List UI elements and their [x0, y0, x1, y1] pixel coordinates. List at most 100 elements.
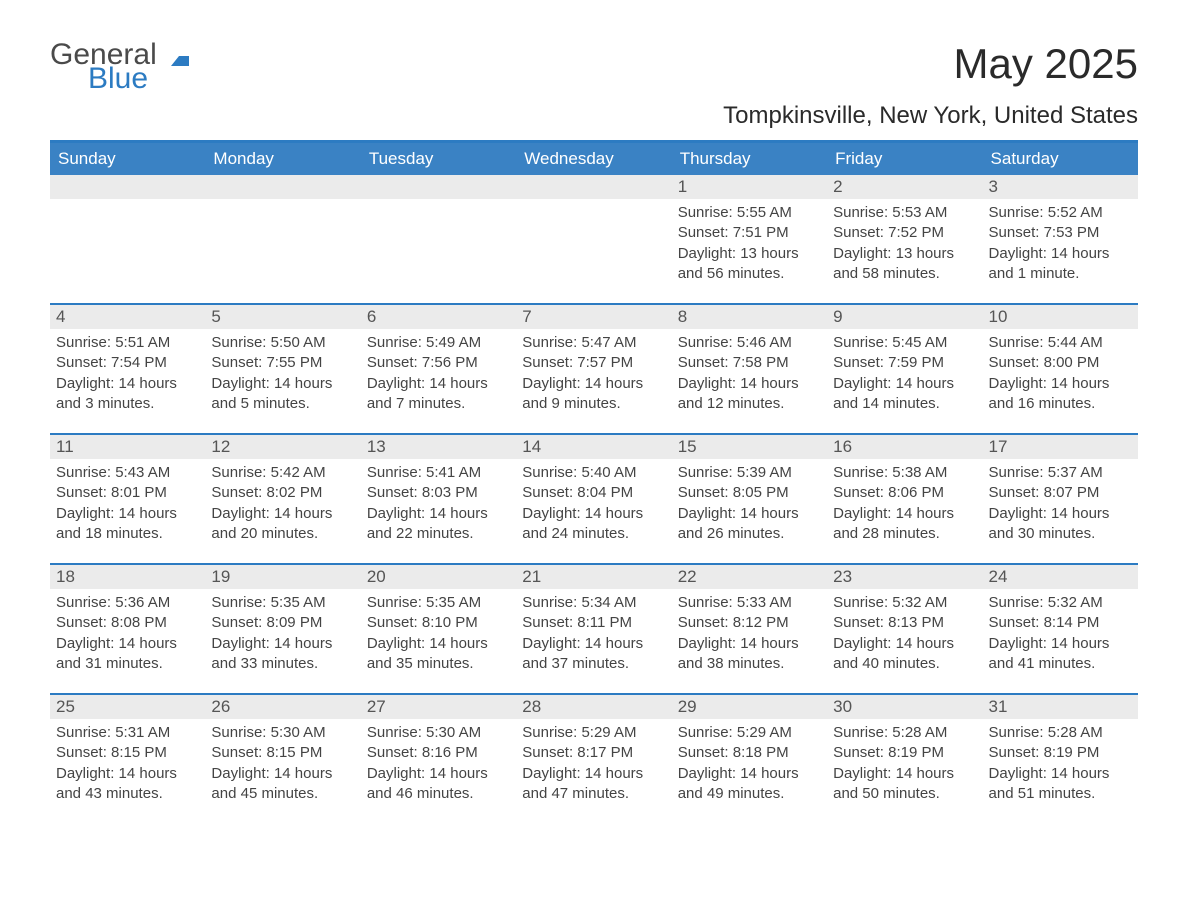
day-content: Sunrise: 5:52 AMSunset: 7:53 PMDaylight:… [983, 199, 1138, 292]
day-number: 15 [672, 435, 827, 459]
day-number: 4 [50, 305, 205, 329]
sunset-line: Sunset: 7:52 PM [833, 223, 976, 243]
sunset-line: Sunset: 8:16 PM [367, 743, 510, 763]
sunset-line: Sunset: 8:07 PM [989, 483, 1132, 503]
day-content: Sunrise: 5:29 AMSunset: 8:17 PMDaylight:… [516, 719, 671, 812]
sunset-line: Sunset: 8:11 PM [522, 613, 665, 633]
day-content: Sunrise: 5:31 AMSunset: 8:15 PMDaylight:… [50, 719, 205, 812]
day-content: Sunrise: 5:49 AMSunset: 7:56 PMDaylight:… [361, 329, 516, 422]
day-number: 21 [516, 565, 671, 589]
sunrise-line: Sunrise: 5:45 AM [833, 333, 976, 353]
sunrise-line: Sunrise: 5:34 AM [522, 593, 665, 613]
day-number: 31 [983, 695, 1138, 719]
calendar-day: 2Sunrise: 5:53 AMSunset: 7:52 PMDaylight… [827, 175, 982, 303]
day-content: Sunrise: 5:28 AMSunset: 8:19 PMDaylight:… [827, 719, 982, 812]
day-content: Sunrise: 5:50 AMSunset: 7:55 PMDaylight:… [205, 329, 360, 422]
daylight-line: Daylight: 14 hours and 22 minutes. [367, 504, 510, 545]
day-number: 27 [361, 695, 516, 719]
day-content: Sunrise: 5:46 AMSunset: 7:58 PMDaylight:… [672, 329, 827, 422]
daylight-line: Daylight: 14 hours and 30 minutes. [989, 504, 1132, 545]
sunset-line: Sunset: 7:55 PM [211, 353, 354, 373]
calendar-day: 5Sunrise: 5:50 AMSunset: 7:55 PMDaylight… [205, 305, 360, 433]
day-number [361, 175, 516, 199]
weekday-header: Wednesday [516, 143, 671, 175]
calendar-day: 26Sunrise: 5:30 AMSunset: 8:15 PMDayligh… [205, 695, 360, 823]
calendar-day: 30Sunrise: 5:28 AMSunset: 8:19 PMDayligh… [827, 695, 982, 823]
day-content: Sunrise: 5:32 AMSunset: 8:13 PMDaylight:… [827, 589, 982, 682]
calendar-day: 25Sunrise: 5:31 AMSunset: 8:15 PMDayligh… [50, 695, 205, 823]
sunrise-line: Sunrise: 5:42 AM [211, 463, 354, 483]
calendar-day: 13Sunrise: 5:41 AMSunset: 8:03 PMDayligh… [361, 435, 516, 563]
sunrise-line: Sunrise: 5:55 AM [678, 203, 821, 223]
daylight-line: Daylight: 14 hours and 47 minutes. [522, 764, 665, 805]
calendar-day: 22Sunrise: 5:33 AMSunset: 8:12 PMDayligh… [672, 565, 827, 693]
sunrise-line: Sunrise: 5:49 AM [367, 333, 510, 353]
day-content: Sunrise: 5:33 AMSunset: 8:12 PMDaylight:… [672, 589, 827, 682]
sunrise-line: Sunrise: 5:30 AM [367, 723, 510, 743]
sunset-line: Sunset: 8:04 PM [522, 483, 665, 503]
daylight-line: Daylight: 14 hours and 26 minutes. [678, 504, 821, 545]
sunrise-line: Sunrise: 5:51 AM [56, 333, 199, 353]
title-block: May 2025 [954, 40, 1138, 88]
daylight-line: Daylight: 14 hours and 41 minutes. [989, 634, 1132, 675]
sunrise-line: Sunrise: 5:28 AM [989, 723, 1132, 743]
day-content: Sunrise: 5:38 AMSunset: 8:06 PMDaylight:… [827, 459, 982, 552]
day-number: 3 [983, 175, 1138, 199]
calendar-day: 16Sunrise: 5:38 AMSunset: 8:06 PMDayligh… [827, 435, 982, 563]
day-content: Sunrise: 5:41 AMSunset: 8:03 PMDaylight:… [361, 459, 516, 552]
sunset-line: Sunset: 7:59 PM [833, 353, 976, 373]
day-number: 7 [516, 305, 671, 329]
day-number: 24 [983, 565, 1138, 589]
calendar-day: 31Sunrise: 5:28 AMSunset: 8:19 PMDayligh… [983, 695, 1138, 823]
day-number: 9 [827, 305, 982, 329]
daylight-line: Daylight: 14 hours and 33 minutes. [211, 634, 354, 675]
day-number: 6 [361, 305, 516, 329]
sunset-line: Sunset: 8:13 PM [833, 613, 976, 633]
location: Tompkinsville, New York, United States [50, 102, 1138, 130]
day-content: Sunrise: 5:39 AMSunset: 8:05 PMDaylight:… [672, 459, 827, 552]
daylight-line: Daylight: 14 hours and 14 minutes. [833, 374, 976, 415]
day-number: 16 [827, 435, 982, 459]
day-number: 2 [827, 175, 982, 199]
day-content: Sunrise: 5:34 AMSunset: 8:11 PMDaylight:… [516, 589, 671, 682]
calendar-week: 18Sunrise: 5:36 AMSunset: 8:08 PMDayligh… [50, 563, 1138, 693]
calendar-day: 15Sunrise: 5:39 AMSunset: 8:05 PMDayligh… [672, 435, 827, 563]
day-content: Sunrise: 5:29 AMSunset: 8:18 PMDaylight:… [672, 719, 827, 812]
day-number: 28 [516, 695, 671, 719]
calendar-day: 23Sunrise: 5:32 AMSunset: 8:13 PMDayligh… [827, 565, 982, 693]
daylight-line: Daylight: 14 hours and 9 minutes. [522, 374, 665, 415]
sunrise-line: Sunrise: 5:32 AM [833, 593, 976, 613]
daylight-line: Daylight: 14 hours and 40 minutes. [833, 634, 976, 675]
sunrise-line: Sunrise: 5:38 AM [833, 463, 976, 483]
sunset-line: Sunset: 8:15 PM [211, 743, 354, 763]
day-content: Sunrise: 5:28 AMSunset: 8:19 PMDaylight:… [983, 719, 1138, 812]
calendar-day: 27Sunrise: 5:30 AMSunset: 8:16 PMDayligh… [361, 695, 516, 823]
daylight-line: Daylight: 14 hours and 51 minutes. [989, 764, 1132, 805]
calendar-week: 4Sunrise: 5:51 AMSunset: 7:54 PMDaylight… [50, 303, 1138, 433]
day-number: 22 [672, 565, 827, 589]
sunrise-line: Sunrise: 5:35 AM [211, 593, 354, 613]
sunset-line: Sunset: 8:05 PM [678, 483, 821, 503]
daylight-line: Daylight: 14 hours and 49 minutes. [678, 764, 821, 805]
daylight-line: Daylight: 13 hours and 58 minutes. [833, 244, 976, 285]
calendar-day: 4Sunrise: 5:51 AMSunset: 7:54 PMDaylight… [50, 305, 205, 433]
weekday-header: Monday [205, 143, 360, 175]
brand-logo: General Blue [50, 40, 189, 94]
daylight-line: Daylight: 14 hours and 16 minutes. [989, 374, 1132, 415]
day-number: 25 [50, 695, 205, 719]
sunset-line: Sunset: 8:02 PM [211, 483, 354, 503]
sunrise-line: Sunrise: 5:44 AM [989, 333, 1132, 353]
daylight-line: Daylight: 14 hours and 43 minutes. [56, 764, 199, 805]
flag-icon [161, 46, 189, 64]
calendar-day: 8Sunrise: 5:46 AMSunset: 7:58 PMDaylight… [672, 305, 827, 433]
day-number: 10 [983, 305, 1138, 329]
day-content: Sunrise: 5:51 AMSunset: 7:54 PMDaylight:… [50, 329, 205, 422]
day-content: Sunrise: 5:55 AMSunset: 7:51 PMDaylight:… [672, 199, 827, 292]
sunrise-line: Sunrise: 5:35 AM [367, 593, 510, 613]
daylight-line: Daylight: 14 hours and 38 minutes. [678, 634, 821, 675]
day-number: 23 [827, 565, 982, 589]
sunset-line: Sunset: 7:53 PM [989, 223, 1132, 243]
sunrise-line: Sunrise: 5:46 AM [678, 333, 821, 353]
daylight-line: Daylight: 14 hours and 3 minutes. [56, 374, 199, 415]
sunrise-line: Sunrise: 5:29 AM [678, 723, 821, 743]
